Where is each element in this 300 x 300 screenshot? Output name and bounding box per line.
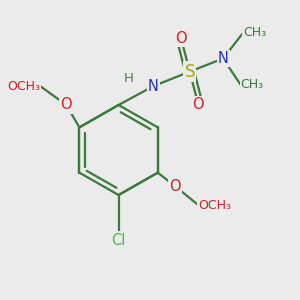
Text: OCH₃: OCH₃: [198, 199, 231, 212]
Text: N: N: [218, 51, 229, 66]
Text: CH₃: CH₃: [243, 26, 267, 39]
Text: N: N: [148, 79, 159, 94]
Text: OCH₃: OCH₃: [7, 80, 40, 93]
Text: H: H: [124, 72, 134, 86]
Text: O: O: [175, 31, 187, 46]
Text: H: H: [124, 72, 134, 86]
Text: S: S: [184, 63, 195, 81]
Text: Cl: Cl: [111, 232, 126, 247]
Text: O: O: [61, 98, 72, 112]
Text: CH₃: CH₃: [241, 78, 264, 91]
Text: O: O: [193, 98, 204, 112]
Text: O: O: [169, 179, 181, 194]
